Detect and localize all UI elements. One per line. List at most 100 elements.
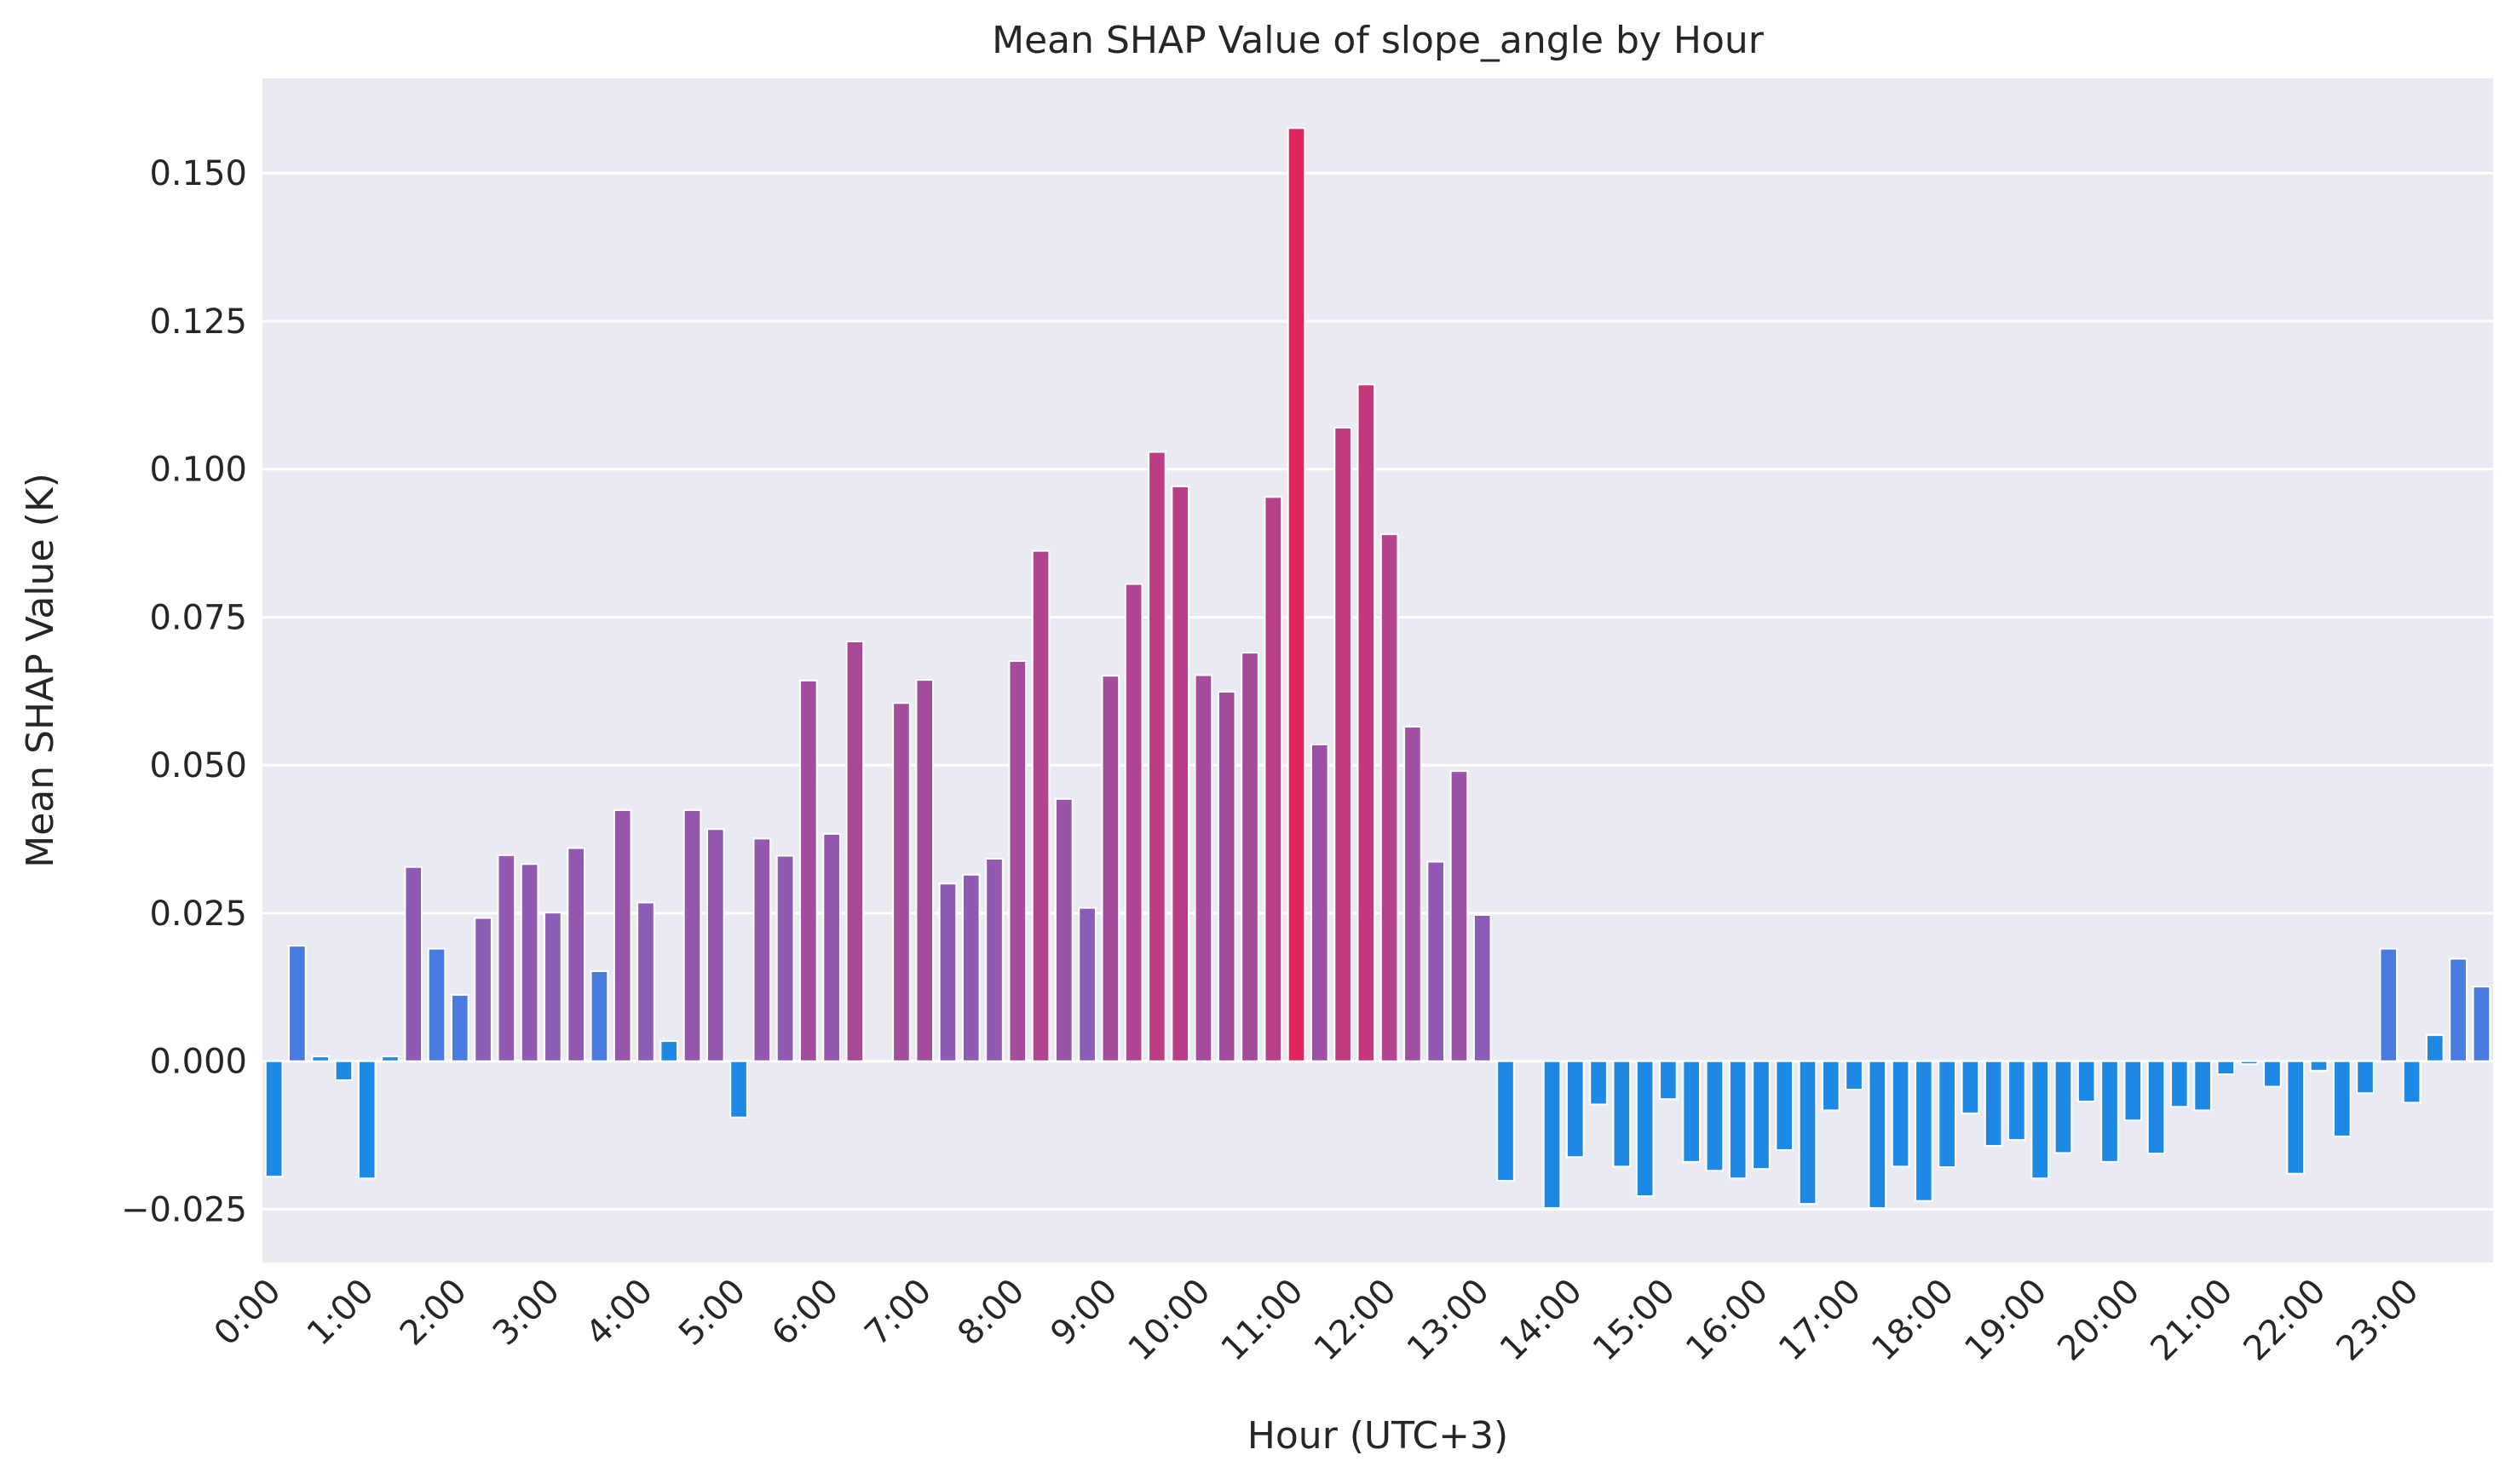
bar <box>799 679 818 1062</box>
plot-background <box>262 78 2493 1263</box>
x-axis-ticks: 0:00 1:00 2:00 3:00 4:00 5:00 6:00 7:00 8:00 9:00… <box>207 1272 2427 1369</box>
bar <box>892 702 911 1062</box>
x-tick-label: 1:00 <box>300 1272 382 1354</box>
bar <box>1008 659 1028 1062</box>
chart-title: Mean SHAP Value of slope_angle by Hour <box>992 19 1765 62</box>
bar <box>1171 485 1190 1062</box>
bar <box>985 858 1004 1062</box>
bar <box>427 947 446 1062</box>
bar <box>1241 652 1259 1062</box>
bar <box>2332 1060 2352 1137</box>
x-tick-label: 9:00 <box>1043 1272 1125 1354</box>
bar <box>2356 1060 2375 1095</box>
gridlines <box>262 171 2493 1211</box>
bar <box>1472 914 1492 1062</box>
bar <box>1659 1060 1678 1101</box>
y-tick-label: 0.100 <box>149 451 247 490</box>
bar <box>1055 797 1074 1062</box>
bar <box>636 901 655 1062</box>
bar <box>1496 1060 1515 1182</box>
bar <box>2286 1060 2306 1175</box>
x-tick-label: 10:00 <box>1120 1272 1218 1369</box>
y-tick-label: 0.125 <box>149 302 247 342</box>
bar <box>590 970 609 1062</box>
bar <box>961 873 981 1062</box>
bar <box>2239 1060 2259 1066</box>
bar <box>1589 1060 1608 1106</box>
bar <box>1821 1060 1840 1112</box>
bar <box>1287 127 1306 1062</box>
x-tick-label: 4:00 <box>579 1272 660 1354</box>
y-tick-label: −0.025 <box>121 1190 247 1229</box>
bar <box>1798 1060 1817 1205</box>
bar <box>1775 1060 1794 1151</box>
x-axis-label: Hour (UTC+3) <box>1247 1414 1508 1458</box>
bar <box>1635 1060 1655 1198</box>
bar <box>752 837 772 1062</box>
x-tick-label: 18:00 <box>1864 1272 1961 1369</box>
y-tick-label: 0.000 <box>149 1043 247 1082</box>
y-tick-label: 0.025 <box>149 894 247 934</box>
bar <box>1194 674 1213 1062</box>
bar <box>1148 451 1166 1062</box>
bar <box>938 883 958 1062</box>
bar <box>1310 743 1329 1062</box>
bar <box>1705 1060 1725 1172</box>
bar <box>868 1060 888 1063</box>
bar <box>1915 1060 1933 1202</box>
y-tick-label: 0.050 <box>149 746 247 785</box>
bar <box>1728 1060 1748 1180</box>
bars <box>264 127 2491 1210</box>
bar <box>2030 1060 2050 1180</box>
x-tick-label: 12:00 <box>1307 1272 1404 1369</box>
bar <box>497 854 516 1062</box>
bar <box>474 917 492 1062</box>
x-tick-label: 7:00 <box>857 1272 939 1354</box>
bar <box>567 847 585 1062</box>
bar <box>1333 427 1352 1062</box>
x-tick-label: 16:00 <box>1679 1272 1776 1369</box>
bar <box>1264 496 1283 1062</box>
bar <box>2426 1034 2445 1062</box>
bar <box>2146 1060 2166 1155</box>
x-tick-label: 3:00 <box>486 1272 567 1354</box>
bar <box>1519 1060 1539 1063</box>
bar <box>1682 1060 1701 1163</box>
bar <box>1403 726 1422 1062</box>
x-tick-label: 19:00 <box>1957 1272 2054 1369</box>
bar <box>381 1055 400 1062</box>
bar <box>2449 958 2468 1062</box>
bar <box>2123 1060 2143 1122</box>
x-tick-label: 22:00 <box>2236 1272 2333 1369</box>
bar <box>264 1060 284 1178</box>
bar <box>1124 583 1143 1062</box>
bar <box>1379 533 1399 1062</box>
bar <box>775 854 795 1062</box>
bar <box>1891 1060 1910 1168</box>
bar <box>1449 770 1469 1062</box>
bar <box>1078 906 1097 1062</box>
bar <box>1845 1060 1863 1091</box>
x-tick-label: 13:00 <box>1400 1272 1497 1369</box>
bar <box>1752 1060 1771 1171</box>
x-tick-label: 8:00 <box>950 1272 1032 1354</box>
bar <box>311 1055 330 1062</box>
bar <box>2402 1060 2422 1104</box>
x-tick-label: 6:00 <box>764 1272 846 1354</box>
y-axis-label: Mean SHAP Value (K) <box>19 473 62 868</box>
bar <box>2193 1060 2212 1112</box>
bar <box>2170 1060 2189 1108</box>
x-tick-label: 5:00 <box>671 1272 753 1354</box>
bar <box>1217 691 1236 1062</box>
x-tick-label: 14:00 <box>1493 1272 1590 1369</box>
bar <box>2053 1060 2073 1154</box>
y-axis-ticks: −0.025 0.000 0.025 0.050 0.075 0.100 0.125 0.15… <box>121 154 247 1229</box>
bar <box>1961 1060 1980 1114</box>
x-tick-label: 21:00 <box>2143 1272 2240 1369</box>
x-tick-label: 2:00 <box>393 1272 475 1354</box>
bar <box>682 809 702 1062</box>
bar <box>2263 1060 2282 1088</box>
bar <box>544 912 562 1062</box>
x-tick-label: 23:00 <box>2330 1272 2427 1369</box>
bar <box>845 640 865 1062</box>
